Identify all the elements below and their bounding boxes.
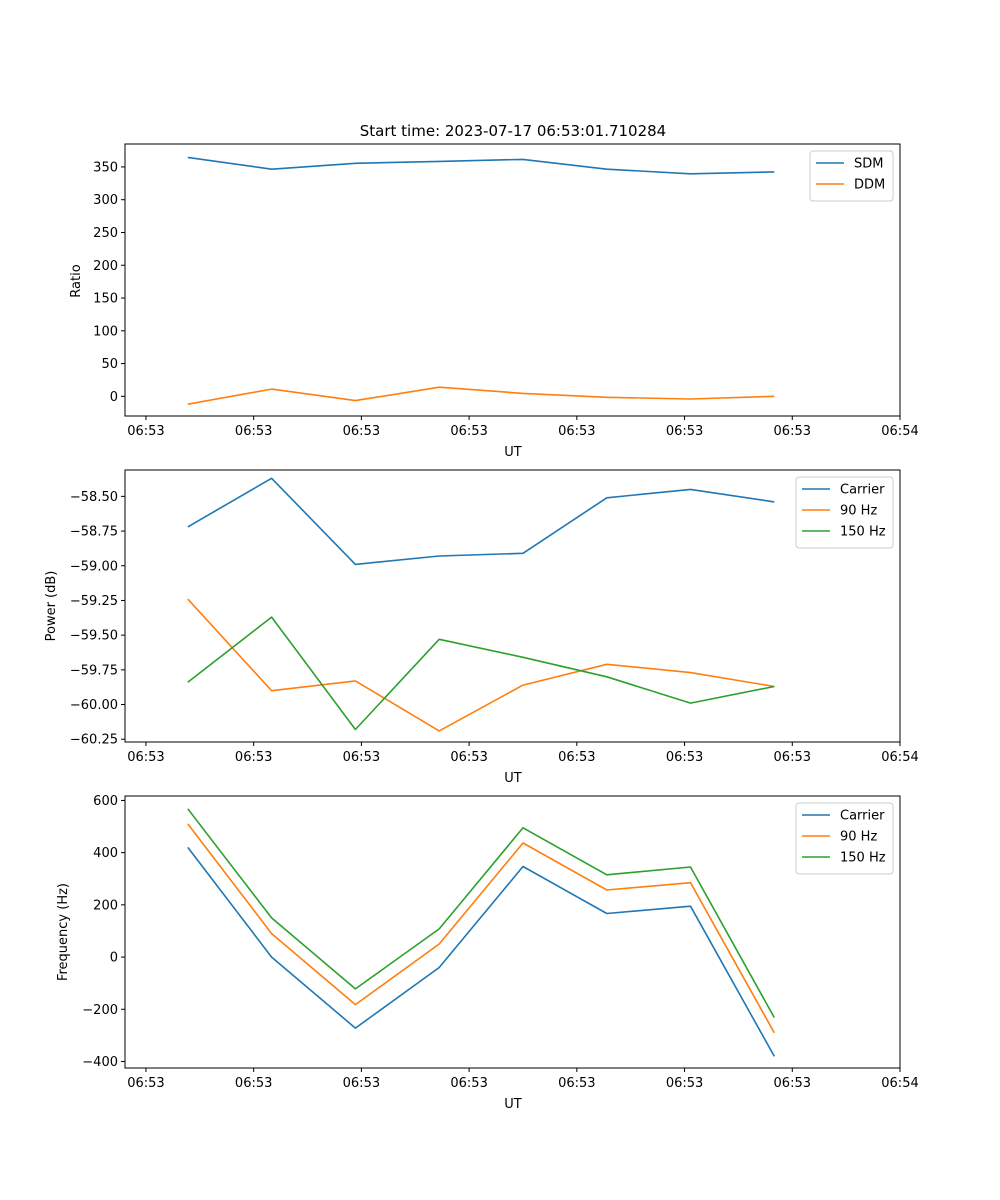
axes-frame [124, 469, 901, 743]
legend: SDM DDM [809, 150, 894, 202]
x-tick-label: 06:53 [343, 1076, 380, 1091]
y-tick-label: 200 [93, 259, 118, 274]
y-axis-label: Frequency (Hz) [56, 883, 71, 981]
legend-entry: Carrier [840, 809, 885, 824]
series-line-sdm [187, 156, 775, 175]
series-line-90-hz [187, 823, 775, 1034]
x-tick-label: 06:53 [127, 1076, 164, 1091]
x-tick-label: 06:54 [881, 1076, 918, 1091]
x-tick-label: 06:53 [127, 750, 164, 765]
y-tick-label: 100 [93, 324, 118, 339]
x-tick-label: 06:53 [666, 1076, 703, 1091]
y-tick-label: 250 [93, 226, 118, 241]
legend-entry: 90 Hz [840, 830, 877, 845]
chart-title: Start time: 2023-07-17 06:53:01.710284 [360, 122, 666, 140]
x-tick-label: 06:53 [235, 1076, 272, 1091]
series-line-150-hz [187, 616, 775, 731]
x-tick-label: 06:53 [450, 1076, 487, 1091]
x-tick-label: 06:53 [666, 424, 703, 439]
x-tick-label: 06:53 [774, 750, 811, 765]
x-tick-label: 06:53 [343, 750, 380, 765]
legend-entry: 150 Hz [840, 525, 886, 540]
x-tick-label: 06:53 [558, 1076, 595, 1091]
series-line-carrier [187, 477, 775, 566]
y-tick-label: −400 [82, 1055, 118, 1070]
legend-entry: SDM [854, 157, 883, 172]
power-panel: UT Power (dB) 06:53 06:53 06:53 06:53 06:53 0… [44, 469, 919, 786]
x-tick-label: 06:53 [774, 1076, 811, 1091]
y-tick-label: −58.50 [70, 490, 118, 505]
x-tick-label: 06:53 [450, 750, 487, 765]
x-axis-label: UT [504, 771, 522, 786]
frequency-panel: UT Frequency (Hz) 06:53 06:53 06:53 06:53 06… [56, 794, 919, 1112]
x-tick-label: 06:54 [881, 750, 918, 765]
y-tick-label: 300 [93, 193, 118, 208]
y-tick-label: −59.50 [70, 629, 118, 644]
x-tick-label: 06:53 [774, 424, 811, 439]
legend-entry: 90 Hz [840, 504, 877, 519]
y-tick-label: −60.00 [70, 698, 118, 713]
y-tick-label: −200 [82, 1003, 118, 1018]
x-axis-label: UT [504, 445, 522, 460]
axes-frame [124, 143, 901, 417]
y-tick-label: 350 [93, 160, 118, 175]
y-tick-label: 0 [110, 390, 118, 405]
x-tick-label: 06:53 [127, 424, 164, 439]
x-tick-label: 06:53 [558, 750, 595, 765]
x-tick-label: 06:53 [235, 750, 272, 765]
y-tick-label: −58.75 [70, 525, 118, 540]
legend: Carrier 90 Hz 150 Hz [795, 476, 894, 549]
ratio-panel: Start time: 2023-07-17 06:53:01.710284 U… [69, 122, 919, 460]
x-tick-label: 06:53 [558, 424, 595, 439]
x-tick-label: 06:53 [343, 424, 380, 439]
y-tick-label: 200 [93, 898, 118, 913]
series-line-90-hz [187, 598, 775, 732]
y-tick-label: 150 [93, 292, 118, 307]
axes-frame [124, 795, 901, 1069]
y-tick-label: −59.00 [70, 559, 118, 574]
y-tick-label: −60.25 [70, 733, 118, 748]
y-axis-label: Ratio [69, 264, 84, 297]
x-axis-label: UT [504, 1097, 522, 1112]
legend-entry: Carrier [840, 483, 885, 498]
y-tick-label: 0 [110, 951, 118, 966]
x-tick-label: 06:54 [881, 424, 918, 439]
legend-entry: DDM [854, 178, 885, 193]
legend-entry: 150 Hz [840, 851, 886, 866]
y-tick-label: 400 [93, 846, 118, 861]
y-tick-label: −59.75 [70, 663, 118, 678]
x-tick-label: 06:53 [235, 424, 272, 439]
x-tick-label: 06:53 [450, 424, 487, 439]
y-tick-label: 600 [93, 794, 118, 809]
series-line-150-hz [187, 808, 775, 1018]
y-axis-label: Power (dB) [44, 571, 59, 642]
x-tick-label: 06:53 [666, 750, 703, 765]
y-tick-label: 50 [101, 357, 118, 372]
series-line-ddm [187, 386, 775, 405]
series-line-carrier [187, 846, 775, 1057]
y-tick-label: −59.25 [70, 594, 118, 609]
legend: Carrier 90 Hz 150 Hz [795, 802, 894, 875]
